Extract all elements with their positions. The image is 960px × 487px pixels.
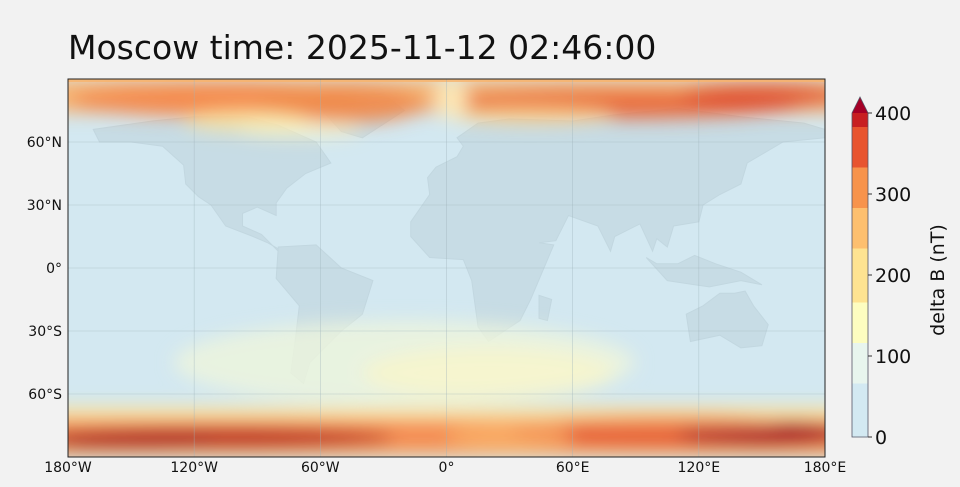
delta-b-patch — [362, 347, 615, 399]
colorbar-tick-label: 200 — [875, 265, 911, 287]
x-tick-label: 180°W — [44, 460, 92, 476]
colorbar-tick-label: 400 — [875, 103, 911, 125]
colorbar-segment — [852, 167, 868, 181]
colorbar-segment — [852, 221, 868, 235]
colorbar-segment — [852, 410, 868, 424]
x-tick-label: 120°E — [678, 460, 721, 476]
y-tick-label: 60°N — [27, 135, 62, 151]
delta-b-patch — [257, 85, 426, 124]
y-tick-label: 60°S — [28, 387, 62, 403]
colorbar-segment — [852, 288, 868, 303]
land-australia — [685, 290, 769, 349]
colorbar-label: delta B (nT) — [927, 224, 949, 336]
colorbar-segment — [852, 423, 868, 438]
colorbar-segment — [852, 302, 868, 316]
colorbar-segment — [852, 207, 868, 222]
delta-b-patch — [677, 83, 825, 109]
delta-b-patch — [530, 415, 783, 432]
delta-b-patch — [446, 106, 615, 124]
colorbar-segment — [852, 234, 868, 249]
x-tick-label: 0° — [439, 460, 455, 476]
map-plot-area — [68, 79, 825, 457]
y-tick-label: 30°N — [27, 198, 62, 214]
delta-b-patch — [236, 120, 363, 138]
colorbar-frame — [851, 96, 869, 438]
colorbar-segment — [852, 315, 868, 330]
colorbar-segment — [852, 329, 868, 343]
colorbar-segment — [852, 342, 868, 357]
colorbar-tick-label: 100 — [875, 346, 911, 368]
colorbar-segment — [852, 180, 868, 195]
y-tick-label: 30°S — [28, 324, 62, 340]
colorbar-segment — [852, 113, 868, 127]
x-tick-label: 60°W — [301, 460, 340, 476]
x-tick-label: 180°E — [804, 460, 847, 476]
colorbar-extend-arrow — [852, 97, 868, 113]
colorbar-tick-label: 300 — [875, 184, 911, 206]
colorbar-segment — [852, 194, 868, 208]
delta-b-patch — [68, 429, 216, 451]
land-madagascar — [538, 294, 553, 322]
colorbar-segment — [852, 140, 868, 154]
colorbar-segment — [852, 126, 868, 141]
colorbar-segment — [852, 356, 868, 370]
colorbar-segment — [852, 369, 868, 384]
colorbar-segment — [852, 275, 868, 289]
y-tick-label: 0° — [46, 261, 62, 277]
colorbar-segment — [852, 248, 868, 262]
map-frame — [67, 78, 826, 458]
map-title: Moscow time: 2025-11-12 02:46:00 — [68, 28, 657, 67]
colorbar-segment — [852, 383, 868, 397]
colorbar-segment — [852, 153, 868, 168]
delta-b-patch — [433, 81, 468, 119]
x-tick-label: 60°E — [556, 460, 590, 476]
colorbar-tick-label: 0 — [875, 427, 887, 449]
colorbar-segment — [852, 261, 868, 276]
colorbar-segment — [852, 396, 868, 411]
land-indonesia — [645, 254, 763, 288]
x-tick-label: 120°W — [170, 460, 218, 476]
delta-b-patch — [446, 423, 573, 449]
